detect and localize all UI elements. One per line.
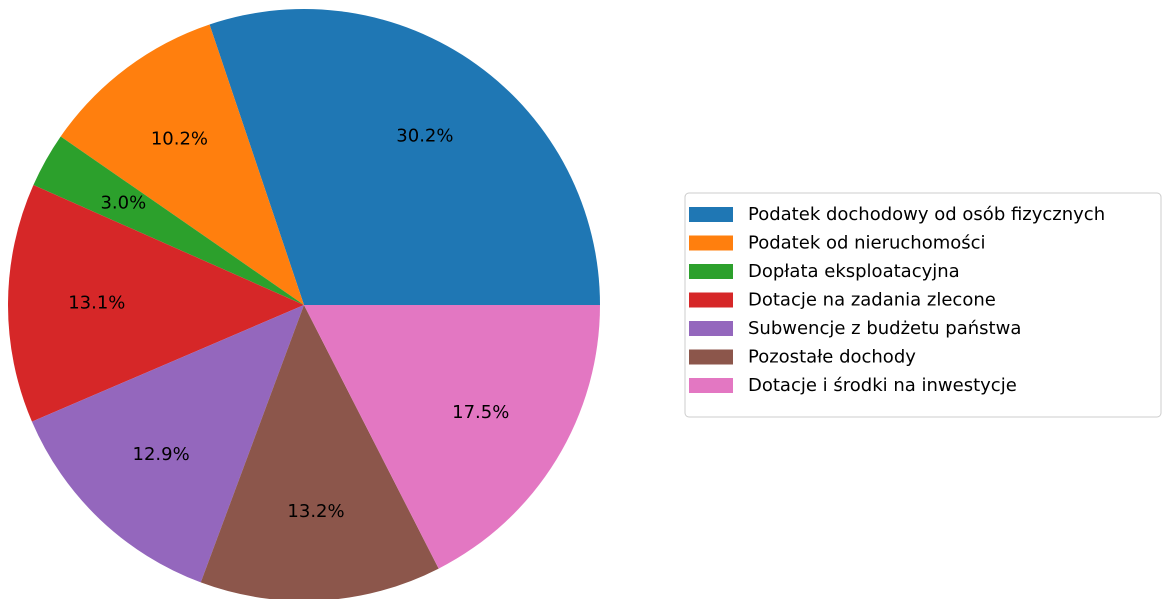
- wedge: [304, 305, 600, 569]
- legend-swatch: [689, 264, 733, 279]
- legend-label: Subwencje z budżetu państwa: [748, 318, 1021, 339]
- wedge-label: 10.2%: [151, 128, 208, 149]
- wedge: [60, 24, 305, 306]
- wedge-label: 17.5%: [452, 402, 509, 423]
- legend-swatch: [689, 235, 733, 251]
- legend-label: Podatek od nieruchomości: [748, 233, 986, 254]
- legend-label: Podatek dochodowy od osób fizycznych: [748, 204, 1105, 225]
- legend-swatch: [689, 292, 733, 308]
- legend-label: Dotacje i środki na inwestycje: [748, 375, 1017, 396]
- wedge-label: 13.2%: [287, 501, 344, 522]
- wedge: [200, 305, 439, 599]
- legend-label: Pozostałe dochody: [748, 347, 916, 368]
- wedge: [8, 185, 305, 422]
- wedge: [209, 9, 600, 306]
- wedge-label: 13.1%: [68, 293, 125, 314]
- wedge: [33, 136, 305, 305]
- wedge-label: 12.9%: [133, 444, 190, 465]
- legend-swatch: [689, 207, 733, 222]
- wedge-label: 30.2%: [396, 126, 453, 147]
- legend-swatch: [689, 378, 733, 393]
- wedge: [31, 305, 304, 583]
- legend-box: [684, 192, 1162, 418]
- wedge-label: 3.0%: [100, 193, 146, 214]
- legend-swatch: [689, 349, 733, 365]
- legend-swatch: [689, 321, 733, 336]
- legend-label: Dotacje na zadania zlecone: [748, 290, 996, 311]
- legend-label: Dopłata eksploatacyjna: [748, 261, 960, 282]
